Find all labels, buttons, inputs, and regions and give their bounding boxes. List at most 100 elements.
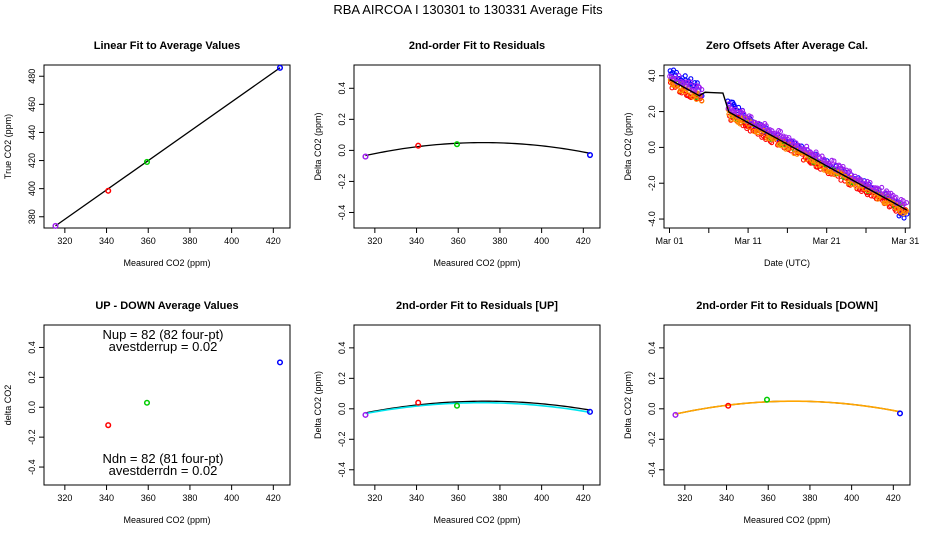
plot-frame: [43, 324, 291, 486]
x-tick-label: 380: [182, 493, 197, 503]
x-tick-label: 360: [451, 236, 466, 246]
offset-point: [737, 121, 743, 127]
chart-panel-5: 2nd-order Fit to Residuals [UP] 320 340 360…: [313, 300, 601, 525]
x-tick-label: Mar 31: [891, 236, 919, 246]
x-tick-label: 320: [57, 493, 72, 503]
x-tick-label: 340: [409, 236, 424, 246]
data-point: [453, 402, 461, 409]
x-tick-label: Mar 21: [813, 236, 841, 246]
annotation-avestderrdn: avestderrdn = 0.02: [109, 463, 218, 478]
y-tick-label: 0.0: [647, 403, 657, 416]
data-point: [105, 187, 112, 194]
x-tick-label: 340: [99, 493, 114, 503]
offset-point: [687, 79, 693, 85]
y-tick-label: -0.2: [337, 432, 347, 448]
x-tick-label: 380: [802, 493, 817, 503]
offset-point: [864, 178, 870, 184]
x-tick-label: 340: [409, 493, 424, 503]
y-tick-label: -4.0: [647, 211, 657, 227]
offset-point: [676, 73, 682, 79]
offset-point: [786, 135, 792, 141]
x-tick-label: 360: [141, 493, 156, 503]
y-tick-label: 0.2: [27, 371, 37, 384]
offset-point: [831, 158, 837, 164]
offset-point: [803, 156, 809, 162]
offset-point: [794, 142, 800, 149]
x-tick-label: 420: [576, 493, 591, 503]
offset-point: [796, 142, 802, 149]
x-axis-label: Measured CO2 (ppm): [123, 258, 210, 268]
y-tick-label: -0.4: [337, 462, 347, 478]
offset-point: [879, 184, 885, 190]
x-axis-label: Measured CO2 (ppm): [123, 515, 210, 525]
y-tick-label: 0.0: [337, 144, 347, 157]
offset-point: [901, 215, 907, 221]
quadratic-fit-curve-colored: [365, 401, 591, 415]
x-tick-label: 420: [576, 236, 591, 246]
offset-trend-line: [669, 78, 908, 211]
annotation-avestderrup: avestderrup = 0.02: [109, 339, 218, 354]
x-axis-label: Measured CO2 (ppm): [743, 515, 830, 525]
x-axis-label: Date (UTC): [764, 258, 810, 268]
offset-point: [693, 96, 699, 102]
x-tick-label: 420: [266, 236, 281, 246]
x-tick-label: 360: [141, 236, 156, 246]
x-tick-label: 360: [451, 493, 466, 503]
data-point: [586, 408, 594, 415]
offset-point: [732, 109, 738, 115]
plot-frame: [353, 64, 601, 229]
data-point: [415, 399, 422, 406]
x-tick-label: 360: [761, 493, 776, 503]
x-axis-label: Measured CO2 (ppm): [433, 258, 520, 268]
x-tick-label: 400: [534, 236, 549, 246]
offset-point: [802, 147, 808, 153]
y-tick-label: 0.0: [27, 401, 37, 414]
quadratic-fit-curve-colored: [675, 400, 901, 415]
x-tick-label: 400: [844, 493, 859, 503]
chart-panel-6: 2nd-order Fit to Residuals [DOWN] 320 340 3…: [623, 300, 911, 525]
offset-point: [682, 73, 688, 79]
y-tick-label: 0.4: [337, 82, 347, 95]
offset-point: [688, 76, 694, 82]
x-tick-label: 340: [99, 236, 114, 246]
offset-series-4: [667, 77, 910, 217]
chart-title: Zero Offsets After Average Cal.: [706, 40, 868, 52]
offset-point: [852, 173, 858, 179]
y-axis-label: Delta CO2 (ppm): [313, 112, 323, 180]
offset-point: [729, 116, 735, 122]
y-axis-label: Delta CO2 (ppm): [623, 371, 633, 439]
y-tick-label: 0.2: [337, 372, 347, 385]
linear-fit-line: [55, 67, 281, 227]
x-tick-label: 400: [224, 236, 239, 246]
chart-panel-1: Linear Fit to Average Values 320 340 360 380…: [3, 40, 291, 268]
offset-point: [763, 123, 769, 129]
y-tick-label: 0.2: [647, 372, 657, 385]
y-tick-label: 0.0: [337, 403, 347, 416]
offset-point: [903, 208, 910, 214]
data-point: [453, 141, 461, 148]
chart-title: UP - DOWN Average Values: [95, 300, 238, 312]
y-tick-label: 0.0: [647, 141, 657, 154]
data-point: [362, 153, 369, 160]
x-tick-label: 420: [266, 493, 281, 503]
annotation-ndn: Ndn = 82 (81 four-pt): [102, 451, 223, 466]
y-tick-label: 0.2: [337, 113, 347, 126]
data-point: [276, 359, 284, 366]
offset-point: [778, 143, 784, 149]
chart-panel-2: 2nd-order Fit to Residuals 320 340 360 380 40…: [313, 40, 601, 268]
plot-frame: [663, 324, 911, 486]
x-tick-label: 320: [367, 236, 382, 246]
data-point: [362, 411, 369, 418]
annotation-nup: Nup = 82 (82 four-pt): [102, 327, 223, 342]
y-tick-label: 380: [27, 209, 37, 224]
offset-point: [682, 79, 688, 85]
offset-point: [684, 79, 690, 85]
offset-point: [788, 139, 794, 145]
x-tick-label: 380: [492, 236, 507, 246]
offset-point: [793, 140, 799, 146]
offset-point: [747, 124, 753, 130]
y-tick-label: -2.0: [647, 175, 657, 191]
offset-point: [688, 82, 694, 89]
y-tick-label: -0.4: [337, 205, 347, 221]
